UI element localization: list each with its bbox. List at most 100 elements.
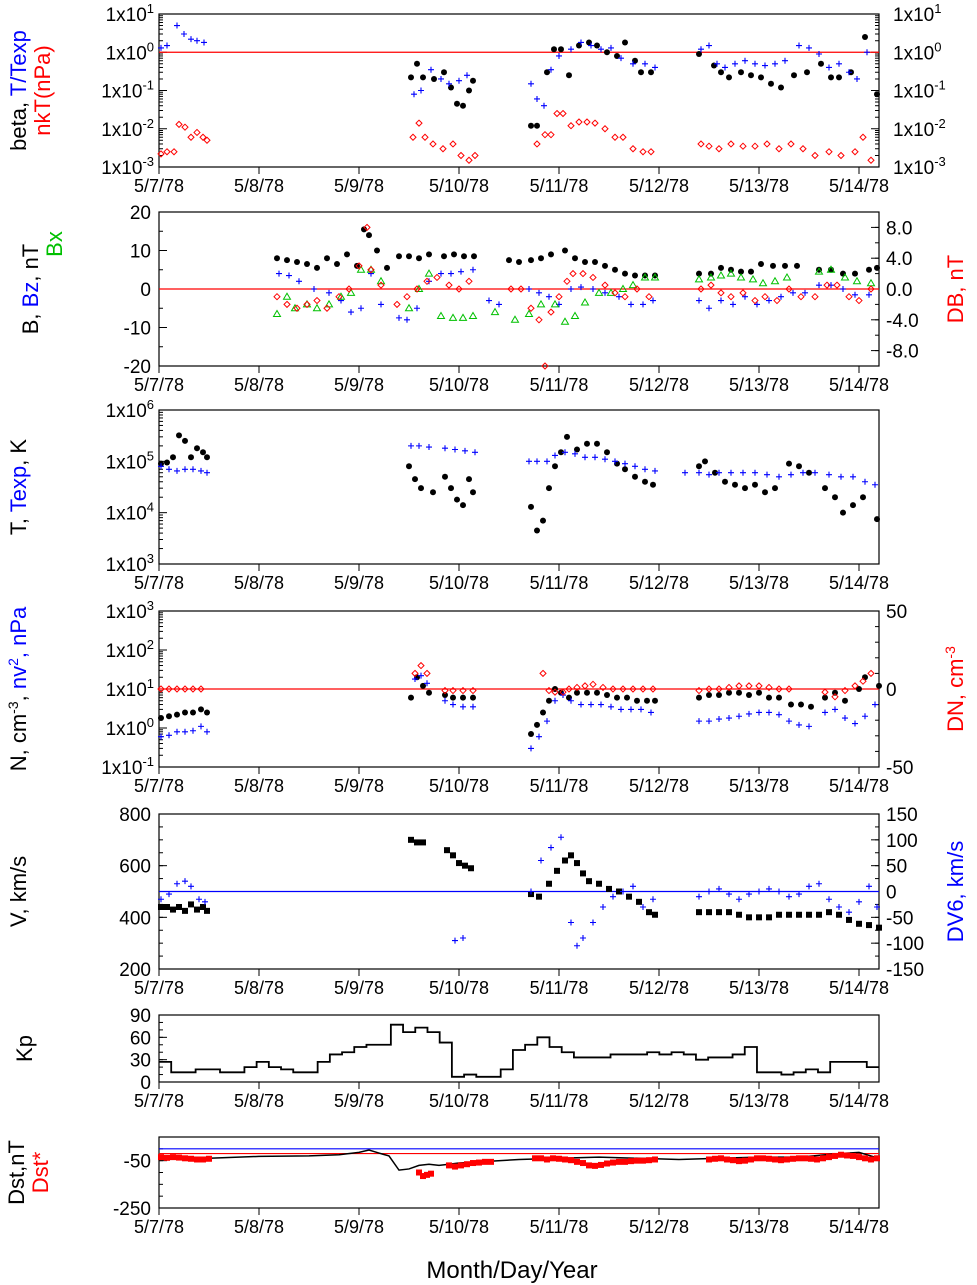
data-point-blue [842, 715, 848, 722]
dst-star-point [712, 1155, 718, 1162]
data-point-black [622, 39, 628, 46]
x-tick-label: 5/11/78 [530, 1091, 589, 1111]
data-point-black [718, 69, 724, 76]
x-tick-label: 5/10/78 [429, 776, 489, 796]
data-point-green [706, 272, 716, 281]
data-point-blue [296, 278, 302, 285]
data-point-black [644, 697, 650, 704]
data-point-black [551, 46, 557, 53]
data-point-black [696, 909, 702, 916]
data-point-blue [796, 42, 802, 49]
data-point-green [404, 303, 414, 312]
data-point-red [705, 685, 713, 693]
plot-frame [158, 1014, 880, 1083]
data-point-black [538, 255, 544, 262]
x-tick-label: 5/13/78 [729, 1217, 789, 1237]
data-point-red [797, 292, 805, 301]
data-point-blue [424, 680, 430, 687]
data-point-black [836, 911, 842, 918]
data-point-black [572, 255, 578, 262]
data-point-red [323, 304, 331, 312]
data-point-black [366, 232, 372, 239]
data-point-black [200, 904, 206, 910]
data-point-black [840, 509, 846, 516]
y-tick-label: 20 [130, 203, 151, 224]
data-point-red [403, 292, 411, 301]
data-point-blue [650, 896, 656, 903]
data-point-black [652, 697, 658, 704]
data-point-red [393, 300, 401, 309]
data-point-blue [696, 718, 702, 725]
data-point-black [860, 494, 866, 501]
data-point-red [547, 308, 555, 316]
y-axis-label: V, km/s [6, 856, 31, 927]
dst-star-point [464, 1161, 470, 1168]
data-point-red [541, 362, 549, 370]
y-tick-label: 10 [130, 242, 151, 263]
panel-magnetic-field: 20 10 0 -10 -20 8.0 4.0 0.0 -4.0 -8.0 5/7/78 5/8/78… [18, 203, 968, 395]
data-point-black [786, 911, 792, 918]
data-point-black [758, 260, 764, 267]
data-point-blue [446, 80, 452, 87]
data-point-black [194, 906, 200, 913]
dst-star-point [652, 1156, 658, 1163]
data-point-blue [196, 896, 202, 903]
y2-tick-label: 1x10-3 [893, 154, 946, 179]
data-point-blue [558, 834, 564, 841]
data-point-red [303, 300, 311, 309]
dst-star-point [736, 1158, 742, 1165]
dst-star-point [452, 1163, 458, 1170]
data-point-blue [548, 66, 554, 73]
dst-star-point [538, 1155, 544, 1162]
data-point-red [313, 296, 321, 305]
y2-tick-label: -8.0 [886, 342, 919, 363]
x-tick-label: 5/11/78 [530, 978, 589, 998]
data-point-black [516, 259, 522, 266]
data-point-black [416, 255, 422, 262]
data-point-blue [408, 442, 414, 449]
data-point-red [423, 669, 431, 678]
data-point-blue [588, 701, 594, 708]
x-tick-label: 5/13/78 [729, 176, 789, 196]
dst-star-point [604, 1160, 610, 1167]
data-point-black [622, 270, 628, 277]
dst-star-point [616, 1158, 622, 1165]
panels-group: 1x101 1x101 1x100 1x100 1x10-1 1x10-1 1x10-2 1x… [4, 1, 968, 1237]
data-point-blue [866, 291, 872, 298]
y-tick-label: 200 [119, 960, 151, 981]
x-tick-label: 5/9/78 [334, 1217, 384, 1237]
data-point-black [796, 911, 802, 918]
data-point-black [158, 715, 164, 722]
data-point-red [465, 277, 473, 286]
data-point-black [816, 911, 822, 918]
dst-star-point [748, 1156, 754, 1163]
data-point-black [344, 251, 350, 258]
data-point-blue [552, 697, 558, 704]
dst-star-point [838, 1151, 844, 1158]
y-tick-label: 400 [119, 908, 151, 929]
data-point-blue [854, 75, 860, 82]
data-point-blue [776, 473, 782, 480]
data-point-blue [598, 701, 604, 708]
dst-star-point [424, 1171, 430, 1178]
data-point-blue [806, 44, 812, 51]
data-point-blue [650, 297, 656, 304]
data-point-green [436, 311, 446, 319]
data-point-green [650, 272, 660, 281]
data-point-blue [652, 467, 658, 474]
x-tick-label: 5/8/78 [234, 573, 284, 593]
data-point-blue [730, 301, 736, 308]
dst-star-point [760, 1155, 766, 1162]
data-point-blue [450, 701, 456, 708]
data-point-blue [411, 91, 417, 98]
data-point-black [876, 682, 882, 689]
data-point-black [548, 251, 554, 258]
data-point-blue [182, 878, 188, 885]
data-point-red [465, 156, 473, 164]
data-point-blue [164, 42, 170, 49]
data-point-black [594, 42, 600, 49]
x-tick-label: 5/10/78 [429, 176, 489, 196]
data-point-blue [158, 463, 164, 470]
data-point-black [876, 924, 882, 931]
x-tick-label: 5/9/78 [334, 776, 384, 796]
